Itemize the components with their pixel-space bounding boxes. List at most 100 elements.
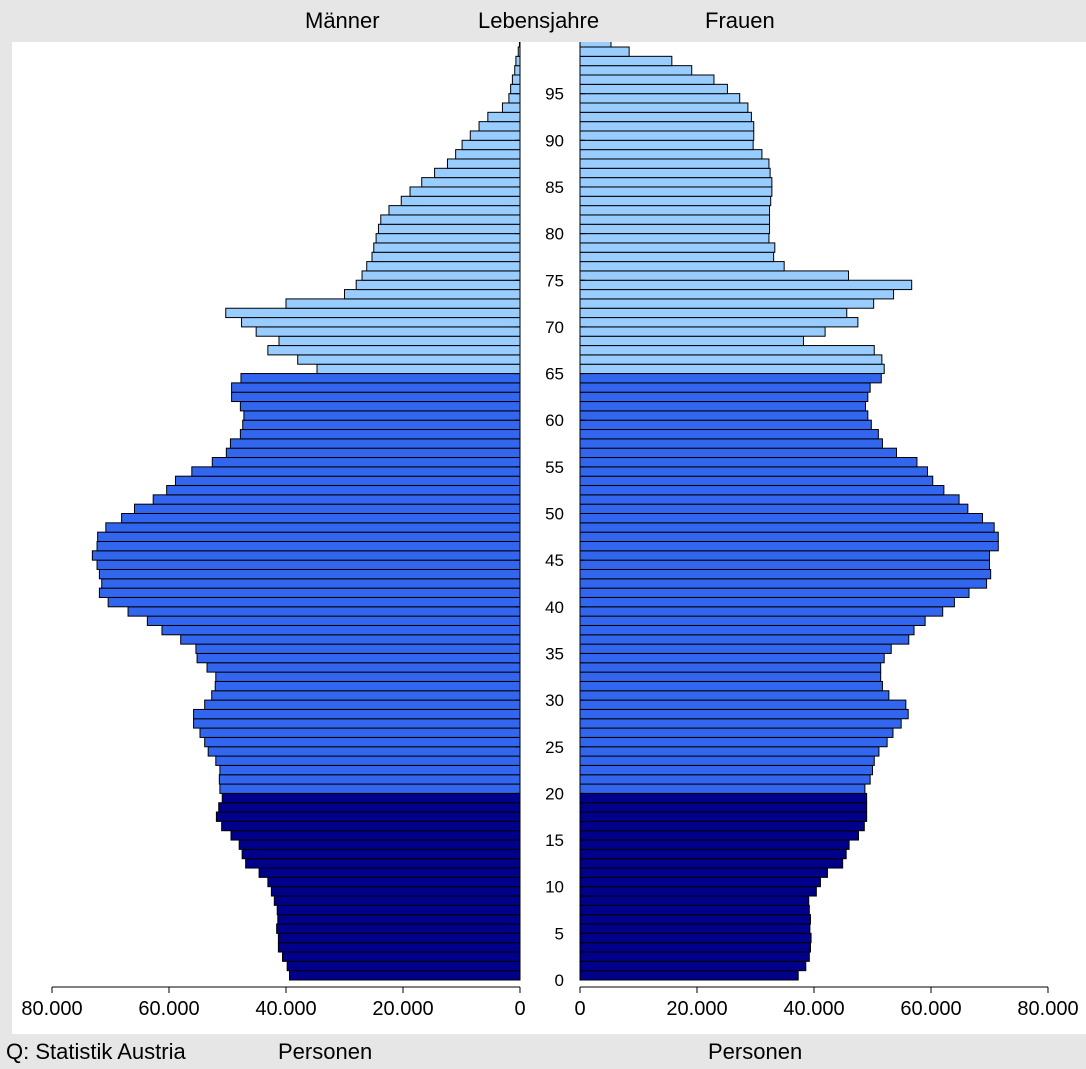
bar-male-age-51 bbox=[152, 494, 521, 505]
bar-female-age-97 bbox=[579, 65, 693, 76]
bar-male-age-53 bbox=[174, 475, 521, 487]
bar-male-age-79 bbox=[375, 233, 521, 244]
bar-female-age-83 bbox=[579, 195, 772, 207]
bar-male-age-88 bbox=[455, 149, 521, 160]
bar-female-age-92 bbox=[579, 111, 752, 123]
bar-female-age-28 bbox=[579, 708, 909, 720]
bar-female-age-12 bbox=[579, 858, 844, 869]
bar-female-age-38 bbox=[579, 615, 926, 626]
age-tick-label-45: 45 bbox=[545, 551, 564, 570]
bar-female-age-40 bbox=[579, 596, 955, 608]
bar-female-age-33 bbox=[579, 662, 882, 673]
bar-male-age-83 bbox=[400, 195, 521, 207]
bar-male-age-37 bbox=[161, 624, 521, 636]
bar-female-age-19 bbox=[579, 792, 868, 804]
bar-male-age-12 bbox=[245, 858, 521, 869]
bar-female-age-72 bbox=[579, 298, 875, 309]
bar-female-age-45 bbox=[579, 550, 990, 561]
bar-male-age-70 bbox=[241, 317, 521, 328]
bar-male-age-34 bbox=[196, 652, 521, 664]
bar-male-age-56 bbox=[225, 447, 521, 459]
age-tick-label-15: 15 bbox=[545, 831, 564, 850]
bar-male-age-36 bbox=[180, 634, 521, 645]
bar-female-age-3 bbox=[579, 942, 811, 953]
male-x-tick-label-1: 60.000 bbox=[138, 998, 199, 1020]
bar-female-age-55 bbox=[579, 457, 918, 468]
bar-male-age-41 bbox=[98, 587, 521, 598]
bar-female-age-98 bbox=[579, 55, 673, 67]
bar-male-age-25 bbox=[204, 736, 521, 748]
bar-male-age-43 bbox=[98, 568, 521, 580]
age-tick-label-10: 10 bbox=[545, 878, 564, 897]
bar-female-age-29 bbox=[579, 699, 907, 710]
bar-male-age-24 bbox=[207, 746, 521, 757]
bar-female-age-50 bbox=[579, 503, 969, 515]
bar-male-age-8 bbox=[273, 895, 521, 906]
bar-female-age-46 bbox=[579, 540, 999, 552]
bar-male-age-14 bbox=[238, 839, 521, 850]
bar-female-age-18 bbox=[579, 802, 868, 813]
men-x-unit-label: Personen bbox=[278, 1039, 373, 1064]
bar-female-age-79 bbox=[579, 233, 770, 244]
bar-male-age-67 bbox=[267, 345, 521, 356]
bar-male-age-89 bbox=[461, 139, 521, 151]
bar-female-age-15 bbox=[579, 830, 859, 841]
bar-female-age-57 bbox=[579, 438, 883, 449]
bar-female-age-30 bbox=[579, 690, 890, 701]
bar-female-age-65 bbox=[579, 363, 885, 375]
bar-male-age-80 bbox=[377, 223, 521, 235]
bar-female-age-73 bbox=[579, 289, 895, 300]
male-x-tick-label-4: 0 bbox=[514, 998, 525, 1020]
bar-female-age-89 bbox=[579, 139, 754, 151]
bar-female-age-14 bbox=[579, 839, 850, 850]
bar-female-age-61 bbox=[579, 401, 866, 412]
bar-male-age-66 bbox=[297, 354, 521, 365]
bar-female-age-20 bbox=[579, 783, 866, 794]
bar-female-age-24 bbox=[579, 746, 880, 757]
bar-male-age-75 bbox=[361, 270, 521, 281]
age-tick-label-85: 85 bbox=[545, 178, 564, 197]
bar-female-age-62 bbox=[579, 391, 869, 403]
bar-male-age-35 bbox=[195, 643, 521, 654]
bar-female-age-4 bbox=[579, 932, 812, 944]
female-x-tick-label-2: 40.000 bbox=[783, 998, 844, 1020]
bar-female-age-94 bbox=[579, 93, 741, 104]
bar-female-age-5 bbox=[579, 923, 811, 934]
plot-area: 0 5 10 15 20 25 30 35 40 45 50 55 60 65 70 75 80 85 90 95 80… bbox=[12, 42, 1086, 1034]
bar-female-age-39 bbox=[579, 606, 944, 617]
bar-female-age-66 bbox=[579, 354, 883, 365]
bar-female-age-32 bbox=[579, 671, 882, 682]
bar-male-age-71 bbox=[225, 307, 521, 319]
bar-female-age-16 bbox=[579, 820, 865, 832]
bar-female-age-44 bbox=[579, 559, 990, 570]
bar-female-age-51 bbox=[579, 494, 960, 505]
bar-female-age-17 bbox=[579, 811, 868, 822]
bar-male-age-57 bbox=[229, 438, 521, 449]
bar-male-age-6 bbox=[277, 914, 521, 925]
bar-male-age-60 bbox=[243, 410, 521, 421]
bar-male-age-27 bbox=[193, 718, 521, 729]
bar-male-age-90 bbox=[469, 130, 521, 141]
bar-male-age-62 bbox=[231, 391, 521, 403]
bar-male-age-19 bbox=[221, 792, 521, 804]
population-pyramid-chart: 0 5 10 15 20 25 30 35 40 45 50 55 60 65 70 75 80 85 90 95 80… bbox=[21, 42, 1079, 1020]
bar-male-age-11 bbox=[258, 867, 521, 878]
bar-male-age-55 bbox=[211, 457, 521, 468]
source-label: Q: Statistik Austria bbox=[6, 1039, 186, 1064]
bar-male-age-82 bbox=[388, 205, 521, 216]
bar-male-age-74 bbox=[355, 279, 521, 291]
bar-male-age-85 bbox=[421, 177, 521, 188]
bar-female-age-47 bbox=[579, 531, 999, 542]
bar-female-age-60 bbox=[579, 410, 869, 421]
bar-male-age-78 bbox=[373, 242, 521, 253]
bar-male-age-94 bbox=[508, 93, 521, 104]
age-tick-label-65: 65 bbox=[545, 365, 564, 384]
female-x-tick-label-4: 80.000 bbox=[1017, 998, 1078, 1020]
bar-male-age-73 bbox=[344, 289, 521, 300]
bar-female-age-75 bbox=[579, 270, 850, 281]
bar-male-age-87 bbox=[446, 158, 521, 169]
bar-male-age-96 bbox=[511, 74, 521, 85]
bar-female-age-54 bbox=[579, 466, 928, 477]
age-tick-label-70: 70 bbox=[545, 318, 564, 337]
bar-female-age-71 bbox=[579, 307, 848, 319]
